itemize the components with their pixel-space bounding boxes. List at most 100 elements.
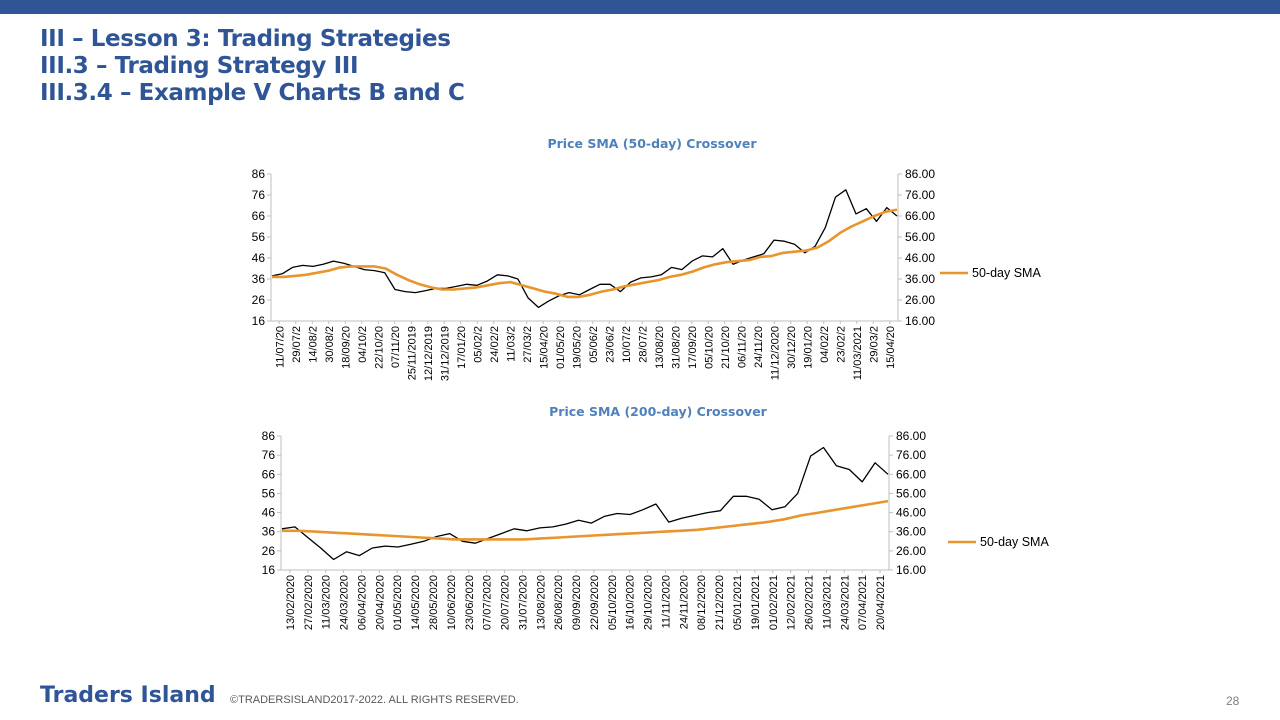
x-tick-label: 11/03/2: [505, 326, 517, 362]
x-tick-label: 09/09/2020: [571, 575, 583, 630]
x-tick-label: 14/05/2020: [410, 575, 422, 630]
x-tick-label: 20/04/2020: [374, 575, 386, 630]
x-tick-label: 17/09/20: [687, 326, 699, 369]
x-tick-label: 16/10/2020: [625, 575, 637, 630]
x-tick-label: 01/02/2021: [768, 575, 780, 630]
price-series-line: [281, 446, 889, 561]
y-tick-label-right: 16.00: [896, 563, 926, 577]
x-tick-label: 18/09/20: [340, 326, 352, 369]
footer-copyright: ©TRADERSISLAND2017-2022. ALL RIGHTS RESE…: [230, 694, 519, 706]
x-tick-label: 11/11/2020: [660, 575, 672, 628]
y-tick-label-right: 16.00: [905, 314, 935, 328]
x-tick-label: 24/11/20: [753, 326, 765, 368]
y-tick-label-right: 36.00: [905, 272, 935, 286]
x-tick-label: 04/10/2: [357, 326, 369, 363]
x-tick-label: 31/08/20: [670, 326, 682, 369]
y-tick-label-right: 36.00: [896, 525, 926, 539]
x-tick-label: 24/02/2: [489, 326, 501, 363]
x-tick-label: 05/02/2: [472, 326, 484, 363]
x-tick-label: 11/03/2021: [852, 326, 864, 380]
x-tick-label: 31/12/2019: [439, 326, 451, 381]
x-tick-label: 13/08/20: [654, 326, 666, 369]
x-tick-label: 26/02/2021: [804, 575, 816, 630]
x-tick-label: 11/12/2020: [769, 326, 781, 380]
x-tick-label: 08/12/2020: [696, 575, 708, 630]
x-tick-label: 14/08/2: [307, 326, 319, 363]
x-tick-label: 30/08/2: [324, 326, 336, 363]
x-tick-label: 01/05/20: [555, 326, 567, 369]
x-tick-label: 01/05/2020: [392, 575, 404, 630]
x-tick-label: 25/11/2019: [406, 326, 418, 380]
y-tick-label-left: 36: [252, 272, 266, 286]
chart-b-title: Price SMA (50-day) Crossover: [547, 136, 757, 151]
x-tick-label: 11/03/2020: [321, 575, 333, 629]
strategy-title: III.3 – Trading Strategy III: [40, 53, 359, 79]
sma-series-line: [272, 208, 898, 299]
x-tick-label: 23/06/2: [604, 326, 616, 363]
y-tick-label-left: 86: [252, 167, 266, 181]
x-tick-label: 24/03/2021: [839, 575, 851, 630]
x-tick-label: 12/12/2019: [423, 326, 435, 381]
x-tick-label: 28/07/2: [637, 326, 649, 363]
y-tick-label-left: 26: [262, 544, 276, 558]
x-tick-label: 15/04/20: [885, 326, 897, 369]
x-tick-label: 20/07/2020: [500, 575, 512, 630]
x-tick-label: 19/05/20: [571, 326, 583, 369]
footer-brand-logo: Traders Island: [40, 683, 216, 708]
x-tick-label: 22/10/20: [373, 326, 385, 369]
y-tick-label-right: 46.00: [896, 506, 926, 520]
y-tick-label-left: 56: [252, 230, 266, 244]
y-tick-label-left: 36: [262, 525, 276, 539]
x-tick-label: 05/06/2: [588, 326, 600, 363]
price-series-line: [271, 189, 898, 309]
x-tick-label: 21/10/20: [720, 326, 732, 369]
chart-c-title: Price SMA (200-day) Crossover: [549, 404, 767, 419]
x-tick-label: 19/01/20: [802, 326, 814, 369]
y-tick-label-right: 56.00: [905, 230, 935, 244]
legend-label: 50-day SMA: [972, 266, 1041, 280]
y-tick-label-left: 56: [262, 486, 276, 500]
x-tick-label: 29/07/2: [291, 326, 303, 363]
x-tick-label: 22/09/2020: [589, 575, 601, 630]
y-tick-label-left: 86: [262, 429, 276, 443]
y-tick-label-left: 66: [252, 209, 266, 223]
page-number: 28: [1226, 694, 1240, 708]
y-tick-label-left: 46: [252, 251, 266, 265]
legend-label: 50-day SMA: [980, 535, 1049, 549]
y-tick-label-right: 56.00: [896, 486, 926, 500]
y-tick-label-left: 76: [262, 448, 276, 462]
x-tick-label: 07/07/2020: [482, 575, 494, 630]
x-tick-label: 04/02/2: [819, 326, 831, 363]
x-tick-label: 21/12/2020: [714, 575, 726, 630]
x-tick-label: 07/04/2021: [857, 575, 869, 630]
x-tick-label: 05/10/2020: [607, 575, 619, 630]
x-tick-label: 11/07/20: [274, 326, 286, 368]
x-tick-label: 24/03/2020: [339, 575, 351, 630]
x-tick-label: 31/07/2020: [517, 575, 529, 630]
y-tick-label-left: 66: [262, 467, 276, 481]
y-tick-label-right: 46.00: [905, 251, 935, 265]
x-tick-label: 27/03/2: [522, 326, 534, 363]
x-tick-label: 29/03/2: [868, 326, 880, 363]
x-tick-label: 20/04/2021: [875, 575, 887, 630]
x-tick-label: 19/01/2021: [750, 575, 762, 630]
y-tick-label-left: 76: [252, 188, 266, 202]
x-tick-label: 06/11/20: [736, 326, 748, 368]
y-tick-label-left: 46: [262, 506, 276, 520]
x-tick-label: 23/02/2: [835, 326, 847, 363]
x-tick-label: 17/01/20: [456, 326, 468, 369]
x-tick-label: 05/01/2021: [732, 575, 744, 630]
slide-title-block: III – Lesson 3: Trading Strategies III.3…: [40, 26, 465, 107]
y-tick-label-left: 16: [262, 563, 276, 577]
x-tick-label: 13/02/2020: [285, 575, 297, 630]
x-tick-label: 30/12/20: [786, 326, 798, 369]
x-tick-label: 05/10/20: [703, 326, 715, 369]
lesson-title: III – Lesson 3: Trading Strategies: [40, 26, 451, 52]
x-tick-label: 23/06/2020: [464, 575, 476, 630]
y-tick-label-right: 66.00: [896, 467, 926, 481]
y-tick-label-right: 66.00: [905, 209, 935, 223]
x-tick-label: 12/02/2021: [786, 575, 798, 630]
x-tick-label: 29/10/2020: [643, 575, 655, 630]
